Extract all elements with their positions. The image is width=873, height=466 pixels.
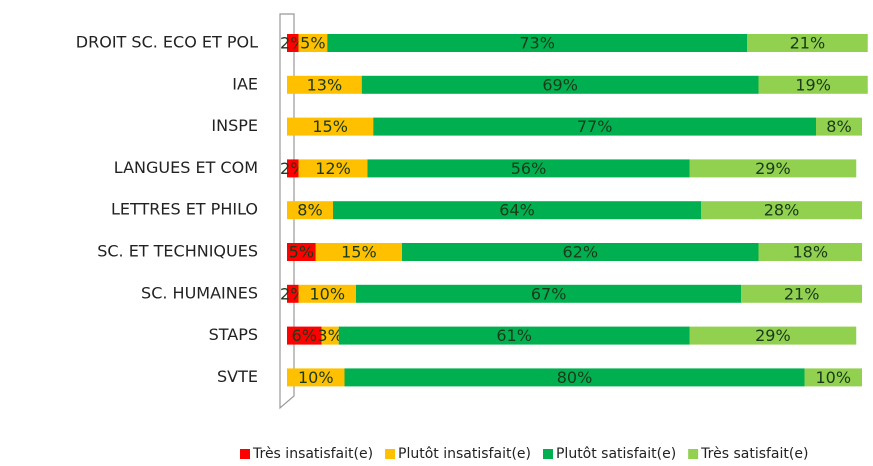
value-label: 28% <box>764 201 800 220</box>
bar-segment <box>327 34 747 52</box>
legend-label: Plutôt satisfait(e) <box>556 446 676 462</box>
value-label: 61% <box>496 326 532 345</box>
y-tick-label: SVTE <box>217 367 258 386</box>
y-tick-label: DROIT SC. ECO ET POL <box>76 33 258 52</box>
bar-segment <box>287 201 333 220</box>
value-label: 77% <box>577 117 613 136</box>
bar-segment <box>804 368 862 387</box>
bar-segment <box>298 34 328 52</box>
value-label: 3% <box>317 326 342 345</box>
value-label: 15% <box>341 243 377 262</box>
bar-segment <box>287 117 374 136</box>
bar-segment <box>373 117 816 136</box>
value-label: 67% <box>531 284 567 303</box>
legend-label: Très satisfait(e) <box>700 446 808 462</box>
legend-swatch <box>688 449 699 459</box>
value-label: 56% <box>511 159 547 178</box>
value-label: 69% <box>542 75 578 94</box>
value-label: 13% <box>307 75 343 94</box>
bar-segment <box>315 243 402 261</box>
legend-label: Très insatisfait(e) <box>252 446 373 462</box>
value-label: 18% <box>792 243 828 262</box>
y-tick-label: SC. ET TECHNIQUES <box>97 242 258 261</box>
value-label: 73% <box>519 34 555 53</box>
bar-segment <box>689 159 857 178</box>
value-label: 10% <box>298 368 334 387</box>
legend-label: Plutôt insatisfait(e) <box>398 446 531 462</box>
y-tick-label: LANGUES ET COM <box>114 158 258 177</box>
bar-segment <box>344 368 805 387</box>
bar-segment <box>287 34 299 52</box>
y-tick-label: STAPS <box>209 325 258 344</box>
value-label: 10% <box>815 368 851 387</box>
bar-segment <box>747 34 868 52</box>
legend-swatch <box>542 449 553 459</box>
value-label: 21% <box>790 34 826 53</box>
legend-swatch <box>240 449 250 459</box>
bar-segment <box>298 284 356 303</box>
bar-segment <box>741 284 862 303</box>
bar-segment <box>701 201 862 220</box>
bar-segment <box>367 159 690 178</box>
bar-segment <box>816 117 862 136</box>
bar-segment <box>758 75 868 94</box>
bar-segment <box>333 201 701 220</box>
value-label: 10% <box>309 284 345 303</box>
y-tick-label: INSPE <box>211 116 258 135</box>
bar-segment <box>689 326 857 345</box>
bar-segment <box>758 243 862 261</box>
value-label: 29% <box>755 159 791 178</box>
value-label: 19% <box>795 75 831 94</box>
value-label: 62% <box>562 243 598 262</box>
bar-segment <box>287 159 299 178</box>
bar-segment <box>361 75 759 94</box>
value-label: 21% <box>784 284 820 303</box>
legend-swatch <box>385 449 396 459</box>
value-label: 8% <box>826 117 851 136</box>
value-label: 12% <box>315 159 351 178</box>
value-label: 80% <box>557 368 593 387</box>
bar-segment <box>287 326 322 345</box>
y-tick-label: SC. HUMAINES <box>141 283 258 302</box>
value-label: 8% <box>297 201 322 220</box>
value-label: 29% <box>755 326 791 345</box>
value-label: 64% <box>499 201 535 220</box>
bar-segment <box>287 368 345 387</box>
bar-segment <box>287 284 299 303</box>
bar-segment <box>356 284 742 303</box>
bar-segment <box>338 326 690 345</box>
bar-segment <box>287 75 362 94</box>
bar-segment <box>287 243 316 261</box>
bar-segment <box>298 159 368 178</box>
y-tick-label: IAE <box>232 74 258 93</box>
value-label: 15% <box>312 117 348 136</box>
bar-segment <box>321 326 339 345</box>
value-label: 5% <box>300 34 325 53</box>
value-label: 5% <box>289 243 314 262</box>
y-tick-label: LETTRES ET PHILO <box>111 200 258 219</box>
bar-segment <box>402 243 759 261</box>
value-label: 6% <box>292 326 317 345</box>
